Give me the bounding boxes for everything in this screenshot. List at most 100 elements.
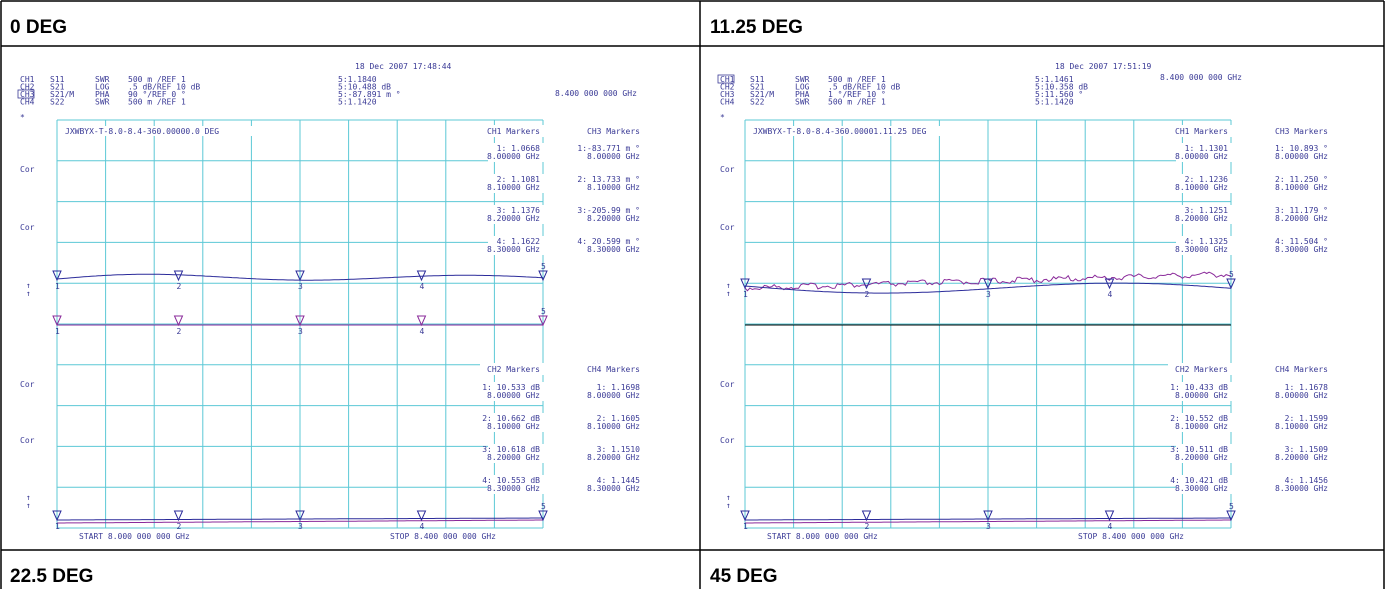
channel-info: CH3: [720, 90, 735, 99]
stop-bg: [387, 531, 517, 541]
channel-info: 500 m /REF 1: [128, 75, 186, 84]
marker-id: 1: [55, 522, 60, 531]
marker-id: 5: [1229, 270, 1234, 279]
marker-freq: 8.20000 GHz: [1175, 214, 1228, 223]
marker-triangle: [173, 510, 184, 522]
cor-label: Cor: [720, 436, 735, 445]
marker-bg: [488, 475, 640, 494]
stop-bg: [1075, 531, 1205, 541]
ref-arrow: ↑: [26, 493, 31, 502]
marker-bg: [488, 174, 640, 193]
marker-freq: 8.00000 GHz: [1175, 391, 1228, 400]
cor-label: Cor: [20, 223, 35, 232]
marker-id: 2: [865, 290, 870, 299]
marker-bg: [488, 444, 640, 463]
marker-freq: 8.00000 GHz: [587, 391, 640, 400]
start-bg: [765, 531, 895, 541]
marker-id: 4: [420, 282, 425, 291]
title-bg: [751, 126, 981, 136]
cor-label: Cor: [720, 380, 735, 389]
cor-label: Cor: [20, 436, 35, 445]
marker-id: 5: [541, 502, 546, 511]
panel-title: 11.25 DEG: [710, 17, 803, 38]
marker-freq: 8.20000 GHz: [587, 453, 640, 462]
marker-triangle: [295, 510, 305, 522]
marker-value: 2: 10.552 dB: [1170, 414, 1228, 423]
vna-plot: 18 Dec 2007 17:48:44 CH1 S11 SWR 500 m /REF …: [17, 62, 641, 541]
cor-label: Cor: [720, 223, 735, 232]
start-bg: [77, 531, 207, 541]
marker-freq: 8.00000 GHz: [1175, 152, 1228, 161]
marker-id: 4: [1108, 290, 1113, 299]
readout: 5:-87.891 m °: [338, 90, 401, 99]
frequency: 8.400 000 000 GHz: [555, 89, 637, 98]
marker-value: 1: 10.533 dB: [482, 383, 540, 392]
channel-info: S21: [50, 83, 65, 92]
channel-info: PHA: [95, 90, 110, 99]
marker-id: 2: [865, 522, 870, 531]
cor-label: Cor: [20, 380, 35, 389]
marker-value: 2: 13.733 m °: [577, 175, 640, 184]
marker-id: 3: [298, 522, 303, 531]
channel-info: CH3: [20, 90, 35, 99]
channel-info: LOG: [95, 83, 110, 92]
marker-triangle: [983, 278, 993, 290]
marker-freq: 8.10000 GHz: [1175, 183, 1228, 192]
ref-arrow: ↑: [726, 289, 731, 298]
marker-header: CH4 Markers: [1275, 365, 1328, 374]
marker-bg: [1176, 205, 1328, 224]
marker-bg: [488, 382, 640, 401]
marker-value: 2: 10.662 dB: [482, 414, 540, 423]
marker-header: CH3 Markers: [587, 127, 640, 136]
channel-info: S22: [750, 98, 765, 107]
marker-triangle: [538, 510, 548, 522]
marker-bg: [1176, 143, 1328, 162]
marker-freq: 8.30000 GHz: [1275, 245, 1328, 254]
readout: 5:11.560 °: [1035, 90, 1083, 99]
marker-freq: 8.00000 GHz: [487, 152, 540, 161]
channel-info: 1 °/REF 10 °: [828, 90, 886, 99]
plot-title: JXWBYX-T-8.0-8.4-360.00001.11.25 DEG: [753, 127, 927, 136]
marker-value: 3: 1.1509: [1285, 445, 1329, 454]
ref-arrow: ↑: [726, 281, 731, 290]
channel-info: S11: [750, 75, 765, 84]
marker-value: 2: 1.1236: [1185, 175, 1229, 184]
title-bg: [63, 126, 293, 136]
marker-freq: 8.10000 GHz: [1275, 422, 1328, 431]
channel-info: 500 m /REF 1: [828, 98, 886, 107]
start-freq: START 8.000 000 000 GHz: [79, 532, 190, 541]
marker-freq: 8.10000 GHz: [587, 183, 640, 192]
ref-arrow: ↑: [726, 501, 731, 510]
marker-value: 1: 1.1301: [1185, 144, 1229, 153]
marker-triangle: [740, 510, 750, 522]
cor-label: Cor: [20, 165, 35, 174]
marker-value: 3: 1.1376: [497, 206, 541, 215]
marker-triangle: [416, 270, 427, 282]
marker-value: 1: 10.893 °: [1275, 144, 1328, 153]
channel-info: CH1: [20, 75, 35, 84]
marker-id: 1: [743, 522, 748, 531]
marker-bg: [1176, 174, 1328, 193]
trace-ch4: [745, 519, 1231, 524]
channel-info: PHA: [795, 90, 810, 99]
marker-freq: 8.30000 GHz: [587, 484, 640, 493]
marker-freq: 8.30000 GHz: [1275, 484, 1328, 493]
marker-value: 3: 11.179 °: [1275, 206, 1328, 215]
marker-triangle: [295, 315, 305, 327]
marker-freq: 8.30000 GHz: [1175, 484, 1228, 493]
marker-value: 2: 1.1605: [597, 414, 641, 423]
marker-header: CH1 Markers: [1175, 127, 1228, 136]
marker-id: 4: [1108, 522, 1113, 531]
marker-bg: [488, 236, 640, 255]
marker-bg: [480, 125, 640, 137]
marker-freq: 8.20000 GHz: [1275, 453, 1328, 462]
marker-bg: [1176, 236, 1328, 255]
readout: 5:1.1840: [338, 75, 377, 84]
marker-triangle: [52, 270, 62, 282]
marker-freq: 8.20000 GHz: [1175, 453, 1228, 462]
marker-freq: 8.10000 GHz: [587, 422, 640, 431]
channel-info: CH1: [720, 75, 735, 84]
channel-info: 500 m /REF 1: [828, 75, 886, 84]
marker-triangle: [861, 278, 872, 290]
asterisk: *: [720, 113, 725, 122]
